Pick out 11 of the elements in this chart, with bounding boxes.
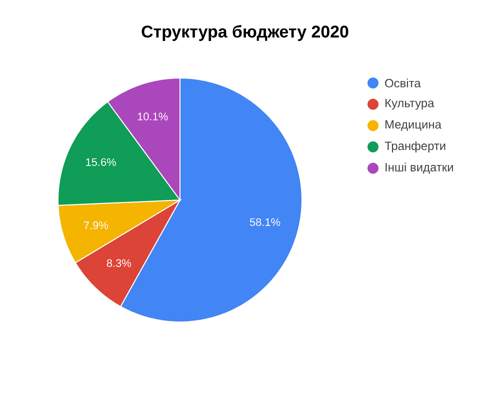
legend-label: Транферти [384, 141, 446, 152]
legend-label: Медицина [386, 120, 442, 131]
data-label: 10.1% [138, 112, 168, 120]
legend-label: Культура [386, 98, 434, 110]
data-label: 58.1% [250, 218, 280, 226]
legend-label: Освіта [385, 78, 421, 88]
chart-title: Структура бюджету 2020 [142, 25, 348, 41]
data-label: 15.6% [86, 158, 116, 166]
data-label: 7.9% [84, 221, 108, 230]
legend-label: Інші видатки [386, 162, 453, 174]
data-label: 8.3% [106, 259, 131, 267]
